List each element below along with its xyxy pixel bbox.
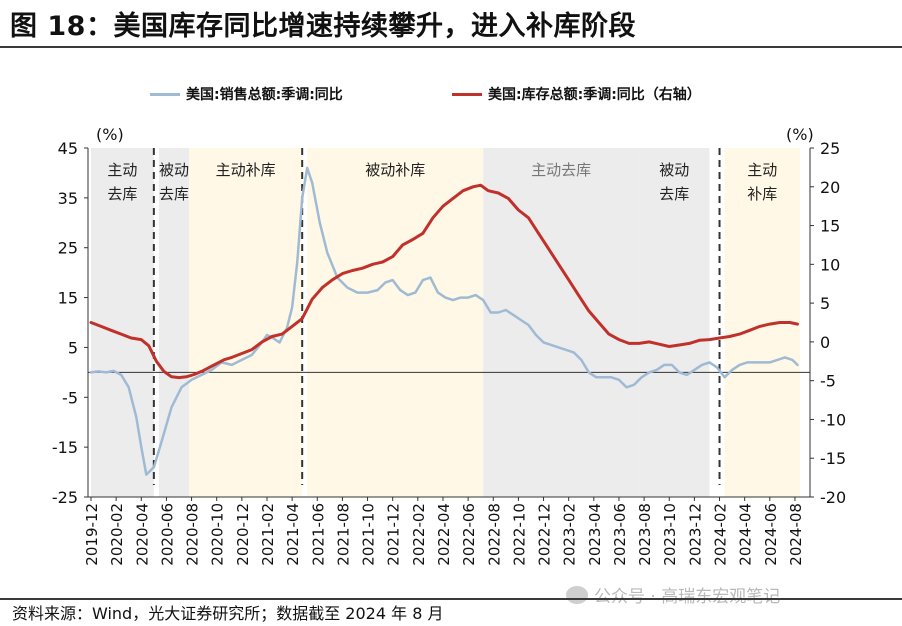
x-tick-label-28: 2024-08 xyxy=(787,503,805,566)
watermark-text: 公众号 · 高瑞东宏观笔记 xyxy=(594,587,781,607)
left-tick-label-6: -15 xyxy=(52,438,78,457)
x-tick-label-24: 2023-12 xyxy=(686,503,704,566)
left-tick-label-2: 25 xyxy=(58,239,78,258)
source-note: 资料来源：Wind，光大证券研究所；数据截至 2024 年 8 月 xyxy=(12,604,444,623)
right-tick-label-3: 10 xyxy=(820,255,840,274)
x-tick-label-20: 2023-04 xyxy=(586,503,604,566)
x-tick-label-26: 2024-04 xyxy=(737,503,755,566)
x-tick-label-1: 2020-02 xyxy=(108,503,126,566)
x-tick-label-23: 2023-10 xyxy=(661,503,679,566)
left-tick-label-5: -5 xyxy=(62,388,78,407)
legend-swatch-inventory xyxy=(452,92,482,96)
right-tick-label-2: 15 xyxy=(820,217,840,236)
x-tick-label-21: 2023-06 xyxy=(611,503,629,566)
x-tick-label-5: 2020-10 xyxy=(209,503,227,566)
right-tick-label-1: 20 xyxy=(820,178,840,197)
right-tick-label-9: -20 xyxy=(820,488,846,507)
region-3 xyxy=(307,148,484,497)
region-label-6: 主动补库 xyxy=(747,161,777,203)
right-tick-label-4: 5 xyxy=(820,294,830,313)
title-divider xyxy=(0,46,902,48)
region-label-0: 主动去库 xyxy=(107,161,137,203)
x-tick-label-14: 2022-04 xyxy=(435,503,453,566)
wechat-icon xyxy=(566,585,588,604)
legend-item-sales: 美国:销售总额:季调:同比 xyxy=(150,84,343,104)
left-tick-label-0: 45 xyxy=(58,139,78,158)
left-tick-label-1: 35 xyxy=(58,189,78,208)
x-tick-label-0: 2019-12 xyxy=(83,503,101,566)
watermark: 公众号 · 高瑞东宏观笔记 xyxy=(566,582,780,607)
right-tick-label-0: 25 xyxy=(820,139,840,158)
region-2 xyxy=(189,148,303,497)
x-tick-label-6: 2020-12 xyxy=(234,503,252,566)
left-axis-unit: (%) xyxy=(96,125,124,144)
x-tick-label-16: 2022-08 xyxy=(485,503,503,566)
legend-label-sales: 美国:销售总额:季调:同比 xyxy=(186,87,343,103)
legend-swatch-sales xyxy=(150,92,180,96)
x-tick-label-15: 2022-06 xyxy=(460,503,478,566)
region-label-5: 被动去库 xyxy=(659,161,689,203)
left-tick-label-7: -25 xyxy=(52,488,78,507)
x-tick-label-9: 2021-06 xyxy=(309,503,327,566)
x-tick-label-13: 2022-02 xyxy=(410,503,428,566)
legend-item-inventory: 美国:库存总额:季调:同比（右轴） xyxy=(452,84,701,104)
region-1 xyxy=(158,148,190,497)
x-tick-label-10: 2021-08 xyxy=(334,503,352,566)
x-tick-label-7: 2021-02 xyxy=(259,503,277,566)
region-label-3: 被动补库 xyxy=(365,161,425,179)
x-tick-label-2: 2020-04 xyxy=(133,503,151,566)
left-tick-label-3: 15 xyxy=(58,289,78,308)
region-0 xyxy=(91,148,154,497)
right-axis-unit: (%) xyxy=(786,125,814,144)
region-label-1: 被动去库 xyxy=(159,161,189,203)
footer-divider xyxy=(0,598,902,600)
inventory-yoy-line xyxy=(89,183,799,380)
x-tick-label-22: 2023-08 xyxy=(636,503,654,566)
sales-yoy-line xyxy=(89,166,799,476)
right-tick-label-8: -15 xyxy=(820,449,846,468)
right-tick-label-6: -5 xyxy=(820,372,836,391)
x-tick-label-12: 2021-12 xyxy=(385,503,403,566)
x-tick-label-8: 2021-04 xyxy=(284,503,302,566)
left-tick-label-4: 5 xyxy=(68,338,78,357)
x-tick-label-25: 2024-02 xyxy=(712,503,730,566)
x-tick-label-18: 2022-12 xyxy=(536,503,554,566)
x-tick-label-11: 2021-10 xyxy=(360,503,378,566)
region-label-2: 主动补库 xyxy=(216,161,276,179)
right-tick-label-5: 0 xyxy=(820,333,830,352)
x-tick-label-4: 2020-08 xyxy=(184,503,202,566)
x-tick-label-27: 2024-06 xyxy=(762,503,780,566)
chart-legend: 美国:销售总额:季调:同比 美国:库存总额:季调:同比（右轴） xyxy=(0,84,902,108)
x-tick-label-19: 2023-02 xyxy=(561,503,579,566)
region-4 xyxy=(483,148,640,497)
region-5 xyxy=(639,148,710,497)
legend-label-inventory: 美国:库存总额:季调:同比（右轴） xyxy=(488,87,701,103)
x-tick-label-3: 2020-06 xyxy=(158,503,176,566)
x-tick-label-17: 2022-10 xyxy=(510,503,528,566)
region-label-4: 主动去库 xyxy=(531,161,591,179)
figure-title: 图 18：美国库存同比增速持续攀升，进入补库阶段 xyxy=(10,11,636,42)
right-tick-label-7: -10 xyxy=(820,410,846,429)
